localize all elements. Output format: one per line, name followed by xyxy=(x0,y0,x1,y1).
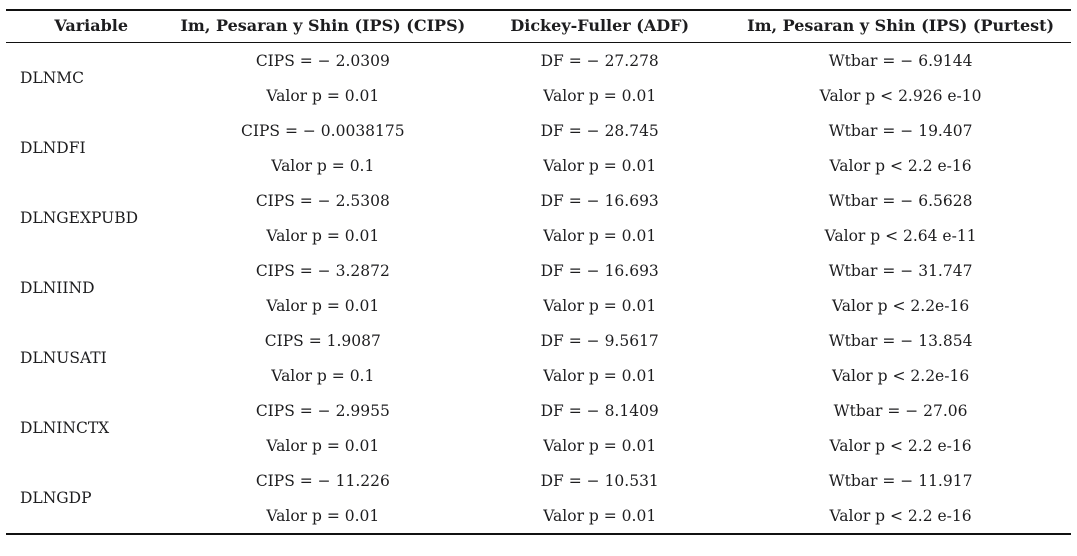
p-value: Valor p = 0.01 xyxy=(266,296,380,315)
statistic-value: DF = − 10.531 xyxy=(540,471,659,490)
variable-name: DLNIIND xyxy=(20,279,95,297)
statistic-value: CIPS = − 0.0038175 xyxy=(241,121,405,140)
statistic-value: DF = − 9.5617 xyxy=(540,331,659,350)
header-row: Variable Im, Pesaran y Shin (IPS) (CIPS)… xyxy=(6,10,1071,43)
table-row-statistic: DLNGEXPUBD CIPS = − 2.5308 DF = − 16.693 Wt… xyxy=(6,183,1071,228)
table-row-statistic: DLNIIND CIPS = − 3.2872 DF = − 16.693 Wtbar… xyxy=(6,253,1071,298)
col-header-ips-purtest: Im, Pesaran y Shin (IPS) (Purtest) xyxy=(730,10,1071,43)
statistic-value: Wtbar = − 6.5628 xyxy=(828,191,973,210)
variable-name: DLNDFI xyxy=(20,139,86,157)
statistic-value: CIPS = 1.9087 xyxy=(264,331,381,350)
p-value: Valor p < 2.2e-16 xyxy=(832,296,970,315)
statistic-value: DF = − 16.693 xyxy=(540,261,659,280)
table-row-pvalue: Valor p = 0.01 Valor p = 0.01 Valor p < 2.… xyxy=(6,288,1071,323)
table-row-pvalue: Valor p = 0.01 Valor p = 0.01 Valor p < 2.… xyxy=(6,218,1071,253)
p-value: Valor p < 2.926 e-10 xyxy=(819,86,982,105)
statistic-value: DF = − 16.693 xyxy=(540,191,659,210)
statistic-value: Wtbar = − 6.9144 xyxy=(828,51,973,70)
variable-name: DLNGDP xyxy=(20,489,92,507)
variable-name: DLNINCTX xyxy=(20,419,110,437)
table-row-pvalue: Valor p = 0.1 Valor p = 0.01 Valor p < 2.2… xyxy=(6,358,1071,393)
statistic-value: Wtbar = − 11.917 xyxy=(828,471,973,490)
statistic-value: DF = − 8.1409 xyxy=(540,401,659,420)
table-row-statistic: DLNUSATI CIPS = 1.9087 DF = − 9.5617 Wtbar … xyxy=(6,323,1071,368)
statistic-value: Wtbar = − 13.854 xyxy=(828,331,973,350)
variable-name: DLNGEXPUBD xyxy=(20,209,139,227)
statistic-value: CIPS = − 2.0309 xyxy=(255,51,390,70)
p-value: Valor p = 0.01 xyxy=(266,436,380,455)
table-row-pvalue: Valor p = 0.1 Valor p = 0.01 Valor p < 2.2… xyxy=(6,148,1071,183)
unit-root-test-table: Variable Im, Pesaran y Shin (IPS) (CIPS)… xyxy=(6,9,1071,535)
p-value: Valor p = 0.01 xyxy=(543,366,657,385)
p-value: Valor p = 0.01 xyxy=(543,226,657,245)
p-value: Valor p < 2.2 e-16 xyxy=(829,436,972,455)
statistic-value: CIPS = − 3.2872 xyxy=(255,261,390,280)
statistic-value: CIPS = − 11.226 xyxy=(255,471,390,490)
variable-name: DLNMC xyxy=(20,69,85,87)
statistic-value: Wtbar = − 19.407 xyxy=(828,121,973,140)
col-header-dickey-fuller-adf: Dickey-Fuller (ADF) xyxy=(469,10,731,43)
p-value: Valor p = 0.1 xyxy=(271,366,375,385)
p-value: Valor p = 0.1 xyxy=(271,156,375,175)
table-row-statistic: DLNGDP CIPS = − 11.226 DF = − 10.531 Wtbar … xyxy=(6,463,1071,508)
statistic-value: Wtbar = − 31.747 xyxy=(828,261,973,280)
variable-name: DLNUSATI xyxy=(20,349,107,367)
table-row-statistic: DLNDFI CIPS = − 0.0038175 DF = − 28.745 Wtb… xyxy=(6,113,1071,158)
p-value: Valor p < 2.2e-16 xyxy=(832,366,970,385)
p-value: Valor p = 0.01 xyxy=(543,86,657,105)
p-value: Valor p = 0.01 xyxy=(543,506,657,525)
table-row-pvalue: Valor p = 0.01 Valor p = 0.01 Valor p < 2.… xyxy=(6,498,1071,534)
statistic-value: CIPS = − 2.9955 xyxy=(255,401,390,420)
statistic-value: DF = − 27.278 xyxy=(540,51,659,70)
p-value: Valor p = 0.01 xyxy=(266,86,380,105)
table-body: DLNMC CIPS = − 2.0309 DF = − 27.278 Wtbar =… xyxy=(6,43,1071,535)
col-header-variable: Variable xyxy=(6,10,177,43)
table-row-pvalue: Valor p = 0.01 Valor p = 0.01 Valor p < 2.… xyxy=(6,78,1071,113)
p-value: Valor p = 0.01 xyxy=(266,506,380,525)
p-value: Valor p < 2.64 e-11 xyxy=(824,226,977,245)
statistic-value: CIPS = − 2.5308 xyxy=(255,191,390,210)
col-header-ips-cips: Im, Pesaran y Shin (IPS) (CIPS) xyxy=(176,10,470,43)
table-row-statistic: DLNINCTX CIPS = − 2.9955 DF = − 8.1409 Wtba… xyxy=(6,393,1071,438)
p-value: Valor p = 0.01 xyxy=(266,226,380,245)
p-value: Valor p = 0.01 xyxy=(543,156,657,175)
table-row-pvalue: Valor p = 0.01 Valor p = 0.01 Valor p < 2.… xyxy=(6,428,1071,463)
statistic-value: DF = − 28.745 xyxy=(540,121,659,140)
p-value: Valor p = 0.01 xyxy=(543,436,657,455)
table-row-statistic: DLNMC CIPS = − 2.0309 DF = − 27.278 Wtbar =… xyxy=(6,43,1071,88)
p-value: Valor p = 0.01 xyxy=(543,296,657,315)
p-value: Valor p < 2.2 e-16 xyxy=(829,506,972,525)
statistic-value: Wtbar = − 27.06 xyxy=(833,401,968,420)
p-value: Valor p < 2.2 e-16 xyxy=(829,156,972,175)
